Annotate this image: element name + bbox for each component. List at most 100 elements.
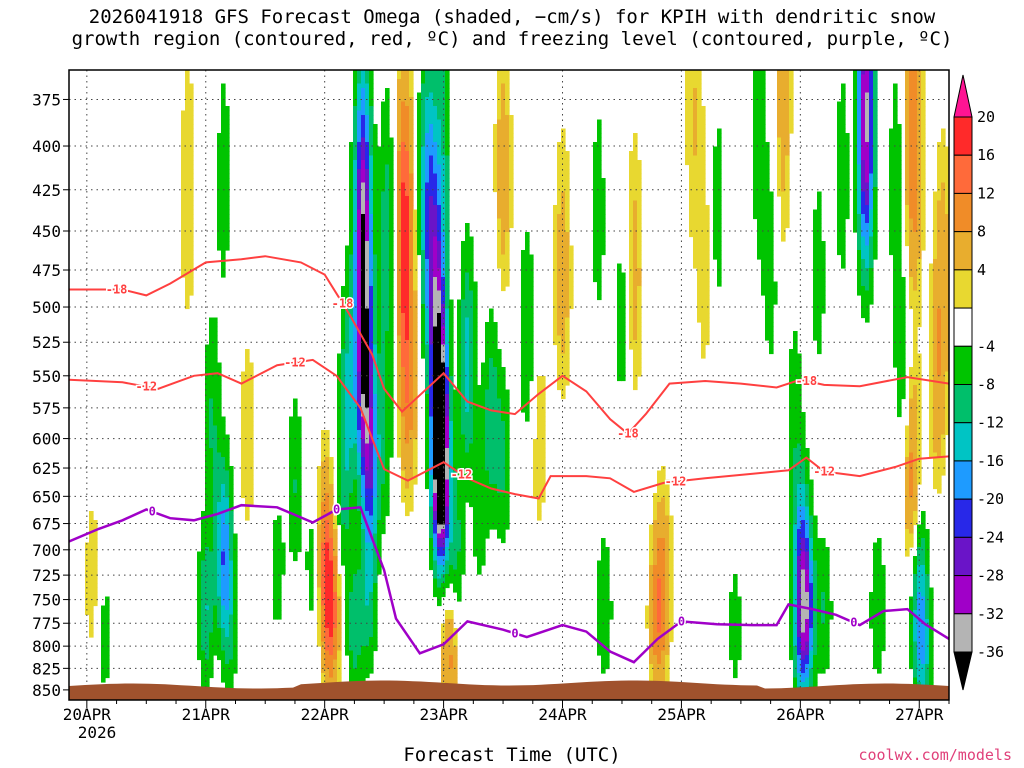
omega-cell	[349, 398, 354, 404]
omega-cell	[197, 614, 202, 620]
omega-cell	[377, 439, 382, 445]
omega-cell	[429, 268, 434, 274]
omega-cell	[449, 650, 454, 656]
omega-cell	[417, 182, 422, 188]
omega-cell	[209, 407, 214, 413]
omega-cell	[289, 479, 294, 485]
omega-cell	[361, 281, 366, 287]
omega-cell	[473, 295, 478, 301]
omega-cell	[369, 146, 374, 152]
omega-cell	[377, 146, 382, 152]
omega-cell	[353, 664, 358, 670]
omega-cell	[365, 335, 370, 341]
omega-cell	[221, 160, 226, 166]
omega-cell	[217, 466, 222, 472]
omega-cell	[449, 475, 454, 481]
omega-cell	[349, 335, 354, 341]
omega-cell	[205, 506, 210, 512]
omega-cell	[365, 533, 370, 539]
omega-cell	[433, 574, 438, 580]
omega-cell	[405, 394, 410, 400]
omega-cell	[321, 560, 326, 566]
omega-cell	[453, 421, 458, 427]
omega-cell	[421, 74, 426, 80]
omega-cell	[225, 601, 230, 607]
omega-cell	[417, 214, 422, 220]
omega-cell	[373, 610, 378, 616]
omega-cell	[461, 367, 466, 373]
omega-cell	[369, 632, 374, 638]
omega-cell	[377, 488, 382, 494]
omega-cell	[373, 245, 378, 251]
omega-cell	[249, 389, 254, 395]
omega-cell	[245, 443, 250, 449]
omega-cell	[501, 173, 506, 179]
omega-cell	[357, 560, 362, 566]
omega-cell	[213, 497, 218, 503]
omega-cell	[429, 115, 434, 121]
omega-cell	[445, 344, 450, 350]
omega-cell	[445, 565, 450, 571]
omega-cell	[361, 133, 366, 139]
omega-cell	[417, 191, 422, 197]
omega-cell	[501, 205, 506, 211]
omega-cell	[465, 295, 470, 301]
omega-cell	[225, 119, 230, 125]
omega-cell	[353, 142, 358, 148]
omega-cell	[381, 371, 386, 377]
omega-cell	[489, 412, 494, 418]
omega-cell	[409, 308, 414, 314]
omega-cell	[209, 349, 214, 355]
omega-cell	[181, 115, 186, 121]
omega-cell	[473, 461, 478, 467]
omega-cell	[221, 452, 226, 458]
omega-cell	[89, 632, 94, 638]
omega-cell	[245, 398, 250, 404]
omega-cell	[225, 178, 230, 184]
omega-cell	[397, 83, 402, 89]
omega-cell	[321, 457, 326, 463]
omega-cell	[341, 502, 346, 508]
omega-cell	[401, 133, 406, 139]
omega-cell	[365, 196, 370, 202]
omega-cell	[357, 115, 362, 121]
omega-cell	[225, 542, 230, 548]
omega-cell	[469, 322, 474, 328]
omega-cell	[373, 272, 378, 278]
omega-cell	[497, 407, 502, 413]
omega-cell	[421, 232, 426, 238]
omega-cell	[469, 362, 474, 368]
omega-cell	[349, 313, 354, 319]
omega-cell	[445, 119, 450, 125]
omega-cell	[205, 407, 210, 413]
omega-cell	[493, 461, 498, 467]
omega-cell	[225, 614, 230, 620]
omega-cell	[361, 106, 366, 112]
omega-cell	[453, 416, 458, 422]
omega-cell	[229, 547, 234, 553]
omega-cell	[341, 362, 346, 368]
omega-cell	[425, 394, 430, 400]
omega-cell	[497, 209, 502, 215]
omega-cell	[429, 398, 434, 404]
omega-cell	[425, 101, 430, 107]
omega-cell	[445, 610, 450, 616]
omega-cell	[361, 344, 366, 350]
omega-cell	[445, 668, 450, 674]
omega-cell	[365, 101, 370, 107]
omega-cell	[293, 407, 298, 413]
omega-cell	[369, 101, 374, 107]
omega-cell	[409, 160, 414, 166]
omega-cell	[469, 376, 474, 382]
omega-cell	[433, 452, 438, 458]
omega-cell	[441, 394, 446, 400]
omega-cell	[273, 587, 278, 593]
omega-cell	[445, 133, 450, 139]
omega-cell	[473, 367, 478, 373]
omega-cell	[365, 385, 370, 391]
omega-cell	[433, 425, 438, 431]
omega-cell	[441, 169, 446, 175]
omega-cell	[445, 439, 450, 445]
omega-cell	[369, 326, 374, 332]
omega-cell	[225, 182, 230, 188]
